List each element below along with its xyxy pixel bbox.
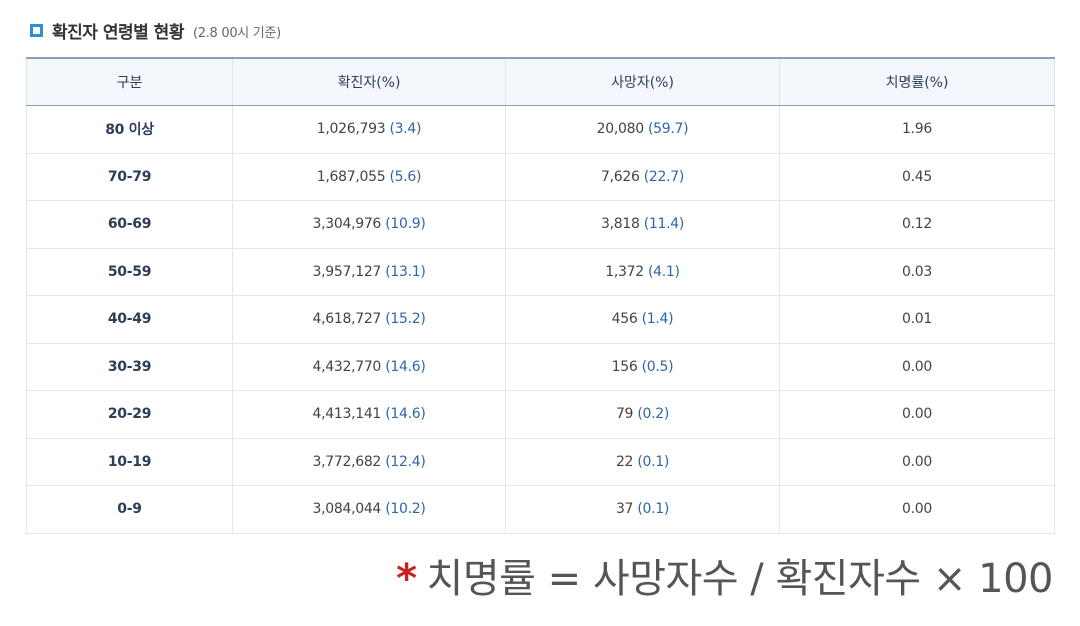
deaths-cell: 79 (0.2) — [505, 390, 780, 439]
section-header: 확진자 연령별 현황 (2.8 00시 기준) — [30, 17, 281, 43]
confirmed-count: 4,413,141 — [312, 406, 382, 423]
deaths-percent: (11.4) — [643, 216, 685, 233]
age-group-cell: 30-39 — [26, 343, 233, 391]
fatality-rate-cell: 0.00 — [779, 485, 1055, 534]
fatality-rate-cell: 0.03 — [779, 248, 1055, 296]
table-row: 80 이상 1,026,793 (3.4) 20,080 (59.7) 1.96 — [26, 105, 1055, 154]
column-header-age: 구분 — [26, 57, 233, 106]
deaths-count: 37 — [615, 501, 634, 518]
confirmed-count: 4,432,770 — [312, 358, 382, 375]
confirmed-cell: 1,687,055 (5.6) — [232, 153, 506, 201]
deaths-percent: (1.4) — [641, 311, 674, 328]
table-row: 70-79 1,687,055 (5.6) 7,626 (22.7) 0.45 — [26, 153, 1055, 201]
confirmed-percent: (10.9) — [385, 216, 426, 233]
confirmed-cell: 4,413,141 (14.6) — [232, 390, 506, 439]
deaths-cell: 7,626 (22.7) — [505, 153, 780, 201]
confirmed-cell: 3,957,127 (13.1) — [232, 248, 506, 296]
footnote-marker: * — [396, 556, 417, 602]
deaths-count: 20,080 — [596, 121, 644, 138]
age-group-cell: 80 이상 — [26, 105, 233, 154]
confirmed-count: 3,084,044 — [312, 501, 382, 518]
confirmed-cell: 3,304,976 (10.9) — [232, 200, 506, 249]
confirmed-percent: (12.4) — [385, 453, 426, 470]
confirmed-count: 3,772,682 — [312, 453, 382, 470]
deaths-percent: (0.1) — [637, 501, 670, 518]
table-row: 40-49 4,618,727 (15.2) 456 (1.4) 0.01 — [26, 295, 1055, 344]
table-row: 10-19 3,772,682 (12.4) 22 (0.1) 0.00 — [26, 438, 1055, 486]
deaths-percent: (0.1) — [637, 453, 670, 470]
table-row: 60-69 3,304,976 (10.9) 3,818 (11.4) 0.12 — [26, 200, 1055, 249]
deaths-percent: (0.2) — [637, 406, 670, 423]
deaths-count: 7,626 — [600, 168, 640, 185]
deaths-percent: (4.1) — [648, 263, 680, 280]
confirmed-count: 1,687,055 — [316, 168, 386, 185]
confirmed-percent: (3.4) — [389, 121, 422, 138]
fatality-rate-cell: 0.01 — [779, 295, 1055, 344]
fatality-rate-cell: 0.00 — [779, 343, 1055, 391]
confirmed-count: 3,957,127 — [312, 263, 382, 280]
deaths-count: 156 — [611, 358, 638, 375]
age-stats-table: 구분 확진자(%) 사망자(%) 치명률(%) 80 이상 1,026,793 (… — [26, 57, 1055, 534]
age-group-cell: 70-79 — [26, 153, 233, 201]
table-header: 구분 확진자(%) 사망자(%) 치명률(%) — [26, 57, 1055, 106]
section-subtitle: (2.8 00시 기준) — [192, 25, 281, 41]
confirmed-percent: (14.6) — [385, 406, 426, 423]
table-row: 0-9 3,084,044 (10.2) 37 (0.1) 0.00 — [26, 485, 1055, 534]
deaths-cell: 3,818 (11.4) — [505, 200, 780, 249]
deaths-count: 22 — [615, 453, 634, 470]
confirmed-percent: (13.1) — [385, 263, 426, 280]
table-row: 20-29 4,413,141 (14.6) 79 (0.2) 0.00 — [26, 390, 1055, 439]
section-title: 확진자 연령별 현황 — [52, 22, 184, 43]
column-header-fatality: 치명률(%) — [779, 57, 1055, 106]
fatality-rate-cell: 0.45 — [779, 153, 1055, 201]
deaths-cell: 37 (0.1) — [505, 485, 780, 534]
confirmed-cell: 3,084,044 (10.2) — [232, 485, 506, 534]
confirmed-cell: 4,618,727 (15.2) — [232, 295, 506, 344]
table-row: 30-39 4,432,770 (14.6) 156 (0.5) 0.00 — [26, 343, 1055, 391]
column-header-confirmed: 확진자(%) — [232, 57, 506, 106]
age-group-cell: 0-9 — [26, 485, 233, 534]
deaths-percent: (59.7) — [648, 121, 689, 138]
fatality-rate-cell: 1.96 — [779, 105, 1055, 154]
deaths-count: 3,818 — [600, 216, 640, 233]
deaths-percent: (22.7) — [643, 168, 685, 185]
age-group-cell: 60-69 — [26, 200, 233, 249]
age-group-cell: 40-49 — [26, 295, 233, 344]
footnote-text: 치명률 = 사망자수 / 확진자수 × 100 — [426, 556, 1054, 602]
header-row: 구분 확진자(%) 사망자(%) 치명률(%) — [26, 57, 1055, 106]
fatality-rate-cell: 0.12 — [779, 200, 1055, 249]
deaths-percent: (0.5) — [641, 358, 674, 375]
fatality-rate-cell: 0.00 — [779, 438, 1055, 486]
confirmed-cell: 4,432,770 (14.6) — [232, 343, 506, 391]
table-body: 80 이상 1,026,793 (3.4) 20,080 (59.7) 1.96 70-… — [26, 105, 1055, 534]
confirmed-count: 3,304,976 — [312, 216, 382, 233]
confirmed-count: 4,618,727 — [312, 311, 382, 328]
deaths-count: 1,372 — [605, 263, 644, 280]
confirmed-percent: (14.6) — [385, 358, 426, 375]
confirmed-count: 1,026,793 — [316, 121, 386, 138]
deaths-cell: 20,080 (59.7) — [505, 105, 780, 154]
confirmed-cell: 1,026,793 (3.4) — [232, 105, 506, 154]
fatality-rate-cell: 0.00 — [779, 390, 1055, 439]
confirmed-percent: (5.6) — [389, 168, 422, 185]
confirmed-percent: (10.2) — [385, 501, 426, 518]
confirmed-percent: (15.2) — [385, 311, 426, 328]
deaths-cell: 1,372 (4.1) — [505, 248, 780, 296]
deaths-cell: 22 (0.1) — [505, 438, 780, 486]
deaths-cell: 456 (1.4) — [505, 295, 780, 344]
age-group-cell: 10-19 — [26, 438, 233, 486]
table-row: 50-59 3,957,127 (13.1) 1,372 (4.1) 0.03 — [26, 248, 1055, 296]
age-group-cell: 20-29 — [26, 390, 233, 439]
deaths-cell: 156 (0.5) — [505, 343, 780, 391]
fatality-formula-note: * 치명률 = 사망자수 / 확진자수 × 100 — [396, 546, 1053, 604]
square-bullet-icon — [30, 23, 43, 37]
deaths-count: 79 — [615, 406, 634, 423]
confirmed-cell: 3,772,682 (12.4) — [232, 438, 506, 486]
deaths-count: 456 — [611, 311, 638, 328]
column-header-deaths: 사망자(%) — [505, 57, 780, 106]
age-group-cell: 50-59 — [26, 248, 233, 296]
